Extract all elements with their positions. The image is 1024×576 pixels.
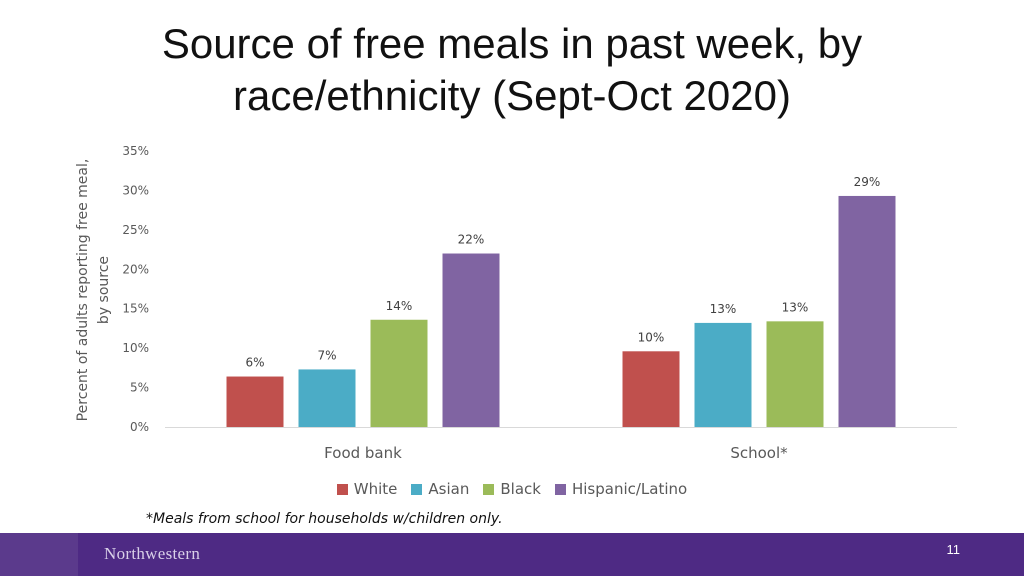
legend-label: Black	[500, 480, 541, 498]
legend-item: White	[336, 480, 398, 498]
legend-swatch	[336, 483, 348, 495]
legend-swatch	[411, 483, 423, 495]
y-axis-ticks: 0% 5% 10% 15% 20% 25% 30% 35%	[122, 144, 149, 434]
data-labels: 6% 7% 14% 22% 10% 13% 13% 29%	[245, 175, 880, 370]
y-tick-label: 30%	[122, 183, 149, 197]
data-label: 22%	[458, 233, 485, 247]
bar-asian-0	[298, 369, 356, 427]
chart-legend: White Asian Black Hispanic/Latino	[0, 480, 1024, 498]
y-tick-label: 35%	[122, 144, 149, 158]
title-line-1: Source of free meals in past week, by	[161, 20, 863, 67]
legend-swatch	[483, 483, 495, 495]
category-labels: Food bank School*	[324, 444, 788, 462]
footer-bar: Northwestern 11	[0, 533, 1024, 576]
data-label: 13%	[710, 302, 737, 316]
y-tick-label: 0%	[130, 420, 149, 434]
legend-label: White	[353, 480, 398, 498]
bar-hispanic-latino-0	[442, 253, 500, 427]
bar-chart: Percent of adults reporting free meal, by…	[75, 144, 957, 462]
y-axis-label: Percent of adults reporting free meal, by…	[75, 159, 112, 422]
category-label: Food bank	[324, 444, 402, 462]
bar-hispanic-latino-1	[838, 195, 896, 427]
data-label: 14%	[386, 299, 413, 313]
slide-title: Source of free meals in past week, by ra…	[0, 18, 1024, 122]
footnote: *Meals from school for households w/chil…	[146, 511, 503, 527]
data-label: 29%	[854, 175, 881, 189]
data-label: 10%	[638, 330, 665, 344]
legend-swatch	[554, 483, 566, 495]
y-tick-label: 20%	[122, 262, 149, 276]
bar-white-0	[226, 376, 284, 427]
category-label: School*	[730, 444, 788, 462]
y-tick-label: 10%	[122, 341, 149, 355]
data-label: 7%	[317, 348, 336, 362]
footer-accent	[0, 533, 78, 576]
y-tick-label: 25%	[122, 223, 149, 237]
bar-asian-1	[694, 322, 752, 427]
y-axis-title-line-2: by source	[96, 256, 112, 324]
y-tick-label: 5%	[130, 381, 149, 395]
bars	[226, 195, 896, 427]
legend-item: Black	[483, 480, 541, 498]
data-label: 6%	[245, 356, 264, 370]
bar-black-1	[766, 321, 824, 427]
legend-item: Asian	[411, 480, 469, 498]
legend-label: Hispanic/Latino	[571, 480, 688, 498]
bar-white-1	[622, 351, 680, 427]
legend-label: Asian	[428, 480, 470, 498]
y-tick-label: 15%	[122, 302, 149, 316]
northwestern-logo: Northwestern	[104, 544, 201, 563]
bar-black-0	[370, 319, 428, 427]
data-label: 13%	[782, 300, 809, 314]
title-line-2: race/ethnicity (Sept-Oct 2020)	[233, 72, 791, 119]
page-number: 11	[946, 542, 961, 557]
legend-item: Hispanic/Latino	[554, 480, 688, 498]
y-axis-title-line-1: Percent of adults reporting free meal,	[75, 159, 91, 422]
